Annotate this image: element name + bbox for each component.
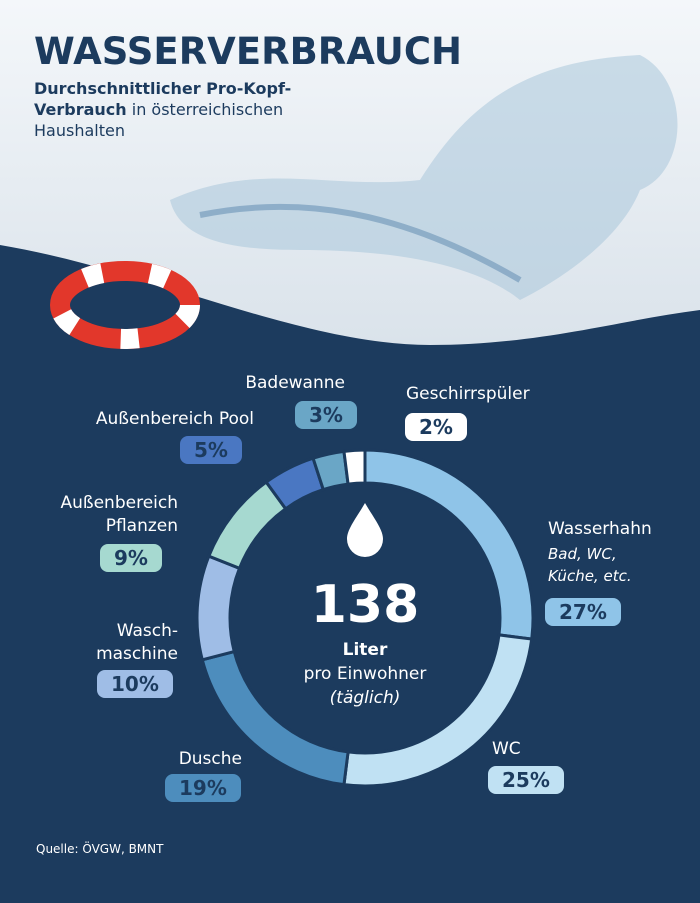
category-label: Außenbereich Pflanzen xyxy=(60,493,178,536)
category-label: Dusche xyxy=(178,749,242,769)
category-label: Badewanne xyxy=(245,373,345,393)
title: WASSERVERBRAUCH xyxy=(34,30,462,73)
center-note: (täglich) xyxy=(329,688,401,708)
donut xyxy=(195,448,535,788)
value-label: 9% xyxy=(100,544,162,572)
donut-segment xyxy=(342,448,367,486)
value-label: 19% xyxy=(165,774,241,802)
center-unit: Liter xyxy=(342,640,388,660)
value-label: 25% xyxy=(488,766,564,794)
subtitle-bold: Durchschnittlicher Pro-Kopf-Verbrauch xyxy=(34,79,292,119)
category-label: Außenbereich Pool xyxy=(95,409,254,429)
subtitle: Durchschnittlicher Pro-Kopf-Verbrauch in… xyxy=(34,78,324,141)
value-label: 27% xyxy=(545,598,621,626)
category-note: Bad, WC, Küche, etc. xyxy=(548,545,632,585)
source: Quelle: ÖVGW, BMNT xyxy=(36,842,164,856)
drop-icon xyxy=(347,503,383,557)
center-text: pro Einwohner xyxy=(303,664,427,684)
value-label: 10% xyxy=(97,670,173,698)
value-label: 5% xyxy=(180,436,242,464)
category-label: Wasch- maschine xyxy=(96,621,178,664)
category-label: Geschirrspüler xyxy=(406,384,530,404)
water-splash xyxy=(170,55,678,300)
value-label: 3% xyxy=(295,401,357,429)
lifebuoy xyxy=(50,261,200,349)
wave xyxy=(0,245,700,903)
splash-wave xyxy=(199,203,522,283)
value-label: 2% xyxy=(405,413,467,441)
category-label: WC xyxy=(492,739,521,759)
center-value: 138 xyxy=(310,575,420,635)
subtitle-text: in österreichischen Haushalten xyxy=(34,100,284,140)
category-label: Wasserhahn xyxy=(548,519,652,539)
